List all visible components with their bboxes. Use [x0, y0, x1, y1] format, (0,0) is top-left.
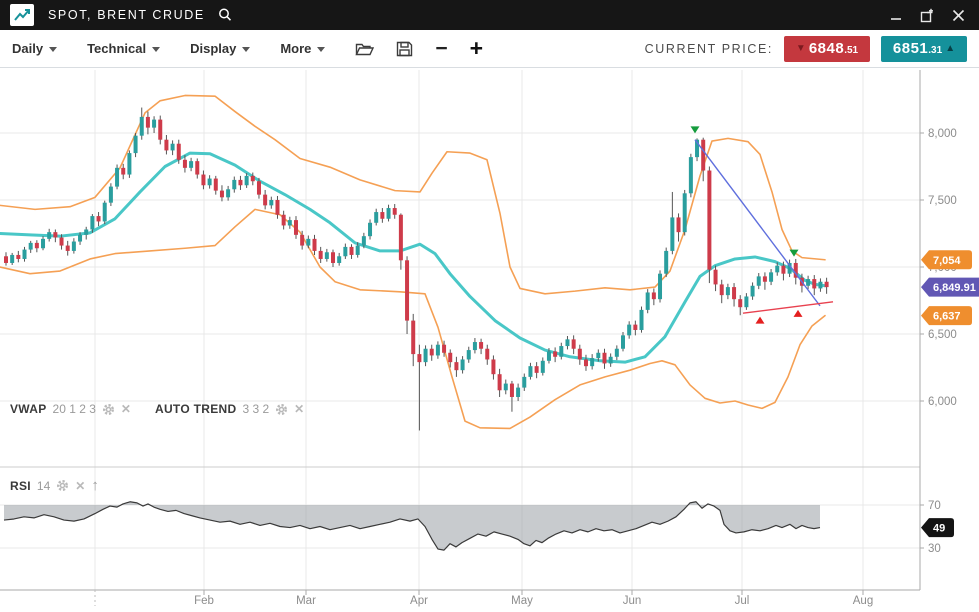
svg-text:7,054: 7,054	[933, 255, 961, 267]
menu-display-label: Display	[190, 41, 237, 56]
price-tag: 7,054	[921, 250, 972, 270]
bid-price-int: 6848	[808, 40, 845, 57]
svg-text:Mar: Mar	[296, 595, 316, 607]
chart-frame	[0, 70, 921, 591]
svg-text:May: May	[511, 595, 533, 607]
main-price-pane	[0, 94, 834, 431]
svg-text:6,849.91: 6,849.91	[933, 282, 976, 294]
arrow-up-icon: ▲	[945, 43, 956, 54]
rsi-name: RSI	[10, 478, 31, 493]
search-icon[interactable]	[217, 7, 233, 23]
menu-technical[interactable]: Technical	[87, 41, 161, 56]
price-tag: 6,637	[921, 306, 972, 326]
close-icon[interactable]: ✕	[75, 478, 86, 493]
gear-icon[interactable]	[102, 403, 115, 416]
open-folder-icon[interactable]	[355, 41, 375, 57]
close-icon[interactable]: ✕	[120, 402, 131, 416]
svg-text:6,000: 6,000	[928, 396, 957, 408]
vwap-legend: VWAP 20 1 2 3 ✕	[10, 402, 131, 416]
popout-icon[interactable]	[920, 8, 935, 23]
current-price-label: CURRENT PRICE:	[644, 41, 773, 56]
ask-price-int: 6851	[892, 40, 929, 57]
rsi-pane	[3, 501, 821, 551]
buy-marker-icon	[793, 309, 803, 317]
move-pane-up-icon[interactable]: ↑	[91, 477, 99, 494]
sell-marker-icon	[789, 249, 799, 257]
title-bar: SPOT, BRENT CRUDE	[0, 0, 979, 30]
ask-price-badge: 6851 .31 ▲	[881, 35, 967, 62]
price-tag: 6,849.91	[921, 277, 979, 297]
chevron-down-icon	[49, 47, 58, 52]
menu-technical-label: Technical	[87, 41, 147, 56]
signal-markers	[690, 126, 803, 324]
save-icon[interactable]	[396, 41, 413, 57]
chevron-down-icon	[317, 47, 326, 52]
gear-icon[interactable]	[275, 403, 288, 416]
svg-text:6,500: 6,500	[928, 329, 957, 341]
svg-text:49: 49	[933, 523, 945, 535]
menu-timeframe[interactable]: Daily	[12, 41, 58, 56]
svg-text:Apr: Apr	[410, 595, 428, 607]
svg-text:8,000: 8,000	[928, 128, 957, 140]
candlesticks	[4, 107, 829, 431]
svg-text:Aug: Aug	[853, 595, 873, 607]
close-icon[interactable]: ✕	[294, 402, 305, 416]
autotrend-legend: AUTO TREND 3 3 2 ✕	[155, 402, 304, 416]
app-logo-icon	[10, 4, 34, 26]
menu-timeframe-label: Daily	[12, 41, 44, 56]
svg-text:70: 70	[928, 500, 941, 512]
main-indicators-legend: VWAP 20 1 2 3 ✕ AUTO TREND 3 3 2 ✕	[10, 402, 322, 416]
vwap-params: 20 1 2 3	[52, 402, 96, 416]
minimize-icon[interactable]	[890, 9, 903, 22]
buy-marker-icon	[755, 316, 765, 324]
auto-trend-down[interactable]	[694, 139, 821, 307]
instrument-title: SPOT, BRENT CRUDE	[48, 8, 205, 22]
autotrend-params: 3 3 2	[242, 402, 270, 416]
rsi-value-tag: 49	[921, 518, 954, 538]
close-icon[interactable]	[952, 9, 965, 22]
svg-text:6,637: 6,637	[933, 311, 961, 323]
svg-text:7,500: 7,500	[928, 195, 957, 207]
bid-price-dec: .51	[844, 44, 859, 56]
rsi-legend-group: RSI 14 ✕ ↑	[10, 478, 99, 493]
bid-price-badge: ▼ 6848 .51	[784, 35, 870, 62]
menu-more[interactable]: More	[280, 41, 326, 56]
svg-text:30: 30	[928, 543, 941, 555]
menu-display[interactable]: Display	[190, 41, 251, 56]
sell-marker-icon	[690, 126, 700, 134]
time-axis[interactable]: Feb Mar Apr May Jun Jul Aug	[94, 590, 873, 607]
svg-text:Jun: Jun	[623, 595, 642, 607]
current-price-zone: CURRENT PRICE: ▼ 6848 .51 6851 .31 ▲	[644, 35, 967, 62]
vwap-name: VWAP	[10, 402, 47, 416]
svg-text:Feb: Feb	[194, 595, 214, 607]
rsi-overbought-fill	[4, 501, 820, 548]
zoom-out-icon[interactable]: −	[435, 37, 448, 60]
chevron-down-icon	[242, 47, 251, 52]
rsi-params: 14	[36, 478, 51, 493]
auto-trend-support[interactable]	[742, 301, 834, 314]
chart-toolbar: Daily Technical Display More	[0, 30, 979, 68]
arrow-down-icon: ▼	[795, 43, 806, 54]
chevron-down-icon	[152, 47, 161, 52]
ask-price-dec: .31	[928, 44, 943, 56]
menu-more-label: More	[280, 41, 312, 56]
zoom-in-icon[interactable]: +	[469, 35, 484, 61]
window-controls	[890, 8, 969, 23]
svg-text:Jul: Jul	[735, 595, 750, 607]
gear-icon[interactable]	[56, 479, 69, 492]
rsi-legend: RSI 14 ✕ ↑	[10, 478, 117, 493]
vertical-gridlines	[94, 70, 864, 590]
autotrend-name: AUTO TREND	[154, 402, 237, 416]
